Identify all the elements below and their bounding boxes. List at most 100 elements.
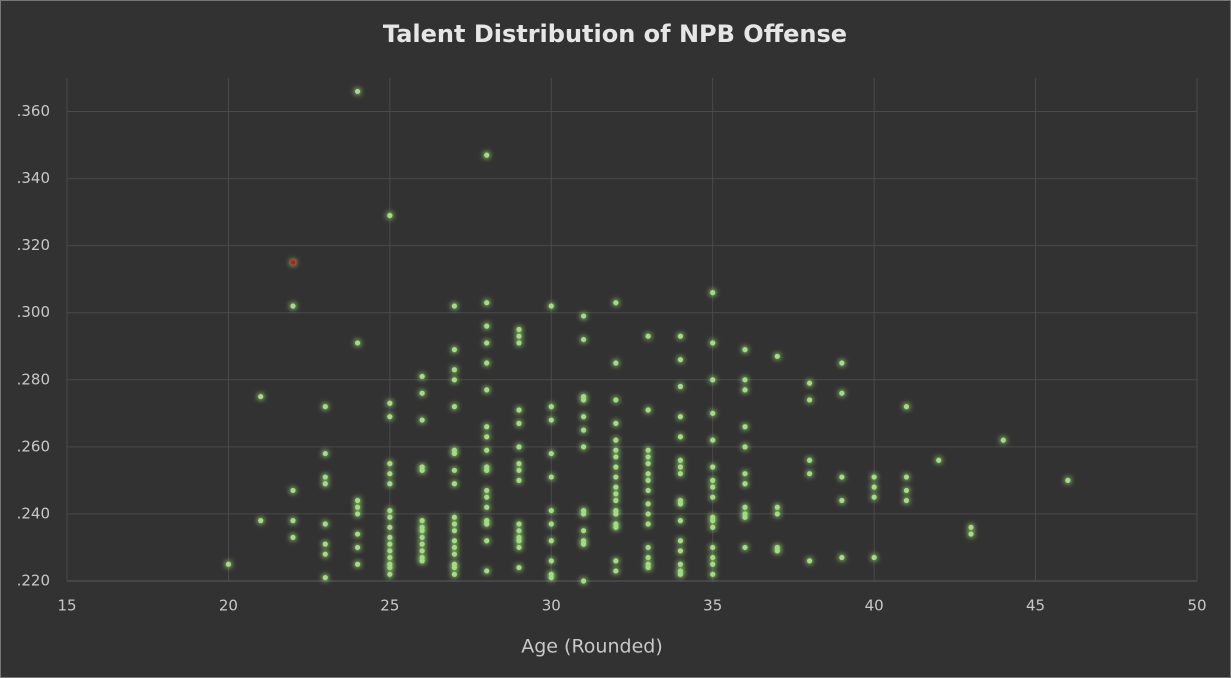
point [516, 326, 522, 333]
point [451, 347, 458, 353]
point [742, 377, 748, 383]
point [968, 524, 974, 530]
point [387, 481, 393, 487]
x-tick-label: 25 [380, 597, 399, 615]
point [354, 544, 361, 551]
point [516, 528, 522, 534]
point [710, 494, 716, 500]
point [451, 528, 458, 534]
point [645, 461, 651, 467]
point [710, 518, 716, 524]
point [516, 467, 522, 473]
point [484, 487, 490, 494]
point [839, 390, 845, 396]
point [290, 303, 296, 309]
point [354, 504, 361, 510]
x-tick-label: 40 [865, 597, 884, 615]
point [613, 397, 619, 403]
point [516, 544, 522, 551]
point [322, 521, 328, 527]
point [387, 400, 393, 406]
point [354, 511, 361, 517]
point [742, 514, 748, 520]
x-tick-label: 45 [1026, 597, 1045, 615]
point [806, 457, 813, 463]
point [484, 447, 490, 453]
point [387, 571, 393, 577]
point [645, 471, 651, 477]
point [451, 467, 458, 473]
point [710, 477, 716, 483]
point [742, 444, 748, 450]
point [677, 518, 684, 524]
point [742, 544, 748, 551]
point [451, 367, 458, 373]
point [322, 481, 328, 487]
point [451, 377, 458, 383]
point [548, 575, 554, 581]
point [710, 437, 716, 443]
x-tick-label: 35 [703, 597, 722, 615]
point [645, 544, 651, 551]
point [451, 571, 458, 577]
point [322, 474, 328, 480]
y-tick-label: .360 [17, 102, 50, 120]
point [936, 457, 942, 463]
point [516, 340, 522, 346]
point [613, 568, 619, 574]
point [484, 568, 490, 574]
point [387, 541, 393, 547]
point [710, 571, 716, 577]
chart-title: Talent Distribution of NPB Offense [383, 20, 847, 48]
point [839, 360, 845, 366]
point [387, 507, 393, 514]
point [484, 467, 490, 473]
point [290, 487, 296, 494]
point [419, 467, 425, 473]
y-tick-label: .320 [17, 236, 50, 254]
y-tick-label: .300 [17, 303, 50, 321]
point [484, 521, 490, 527]
point [548, 303, 554, 309]
point [677, 561, 684, 567]
point [806, 558, 813, 564]
point [677, 464, 684, 470]
point [645, 447, 651, 453]
point [516, 420, 522, 426]
point [484, 152, 490, 158]
point [419, 534, 425, 541]
point [419, 541, 425, 547]
point [645, 487, 651, 494]
point [710, 340, 716, 346]
point [484, 434, 490, 440]
x-tick-label: 30 [542, 597, 561, 615]
x-tick-label: 50 [1187, 597, 1206, 615]
point [742, 481, 748, 487]
point [258, 393, 264, 400]
point [774, 504, 780, 510]
point [903, 474, 910, 480]
point [613, 360, 619, 366]
point [613, 447, 619, 453]
point [451, 514, 458, 520]
point [677, 414, 684, 420]
point [613, 524, 619, 530]
point [322, 575, 328, 581]
point [548, 558, 554, 564]
point [580, 397, 587, 403]
point [354, 561, 361, 567]
point [548, 474, 554, 480]
point [710, 410, 716, 416]
point [484, 424, 490, 430]
point [871, 484, 877, 490]
point [613, 484, 619, 490]
point [774, 353, 780, 359]
point [968, 531, 974, 537]
point [742, 504, 748, 510]
point [580, 511, 587, 517]
point [645, 407, 651, 413]
point [677, 457, 684, 463]
point [645, 333, 651, 339]
point [548, 521, 554, 527]
point [677, 501, 684, 507]
